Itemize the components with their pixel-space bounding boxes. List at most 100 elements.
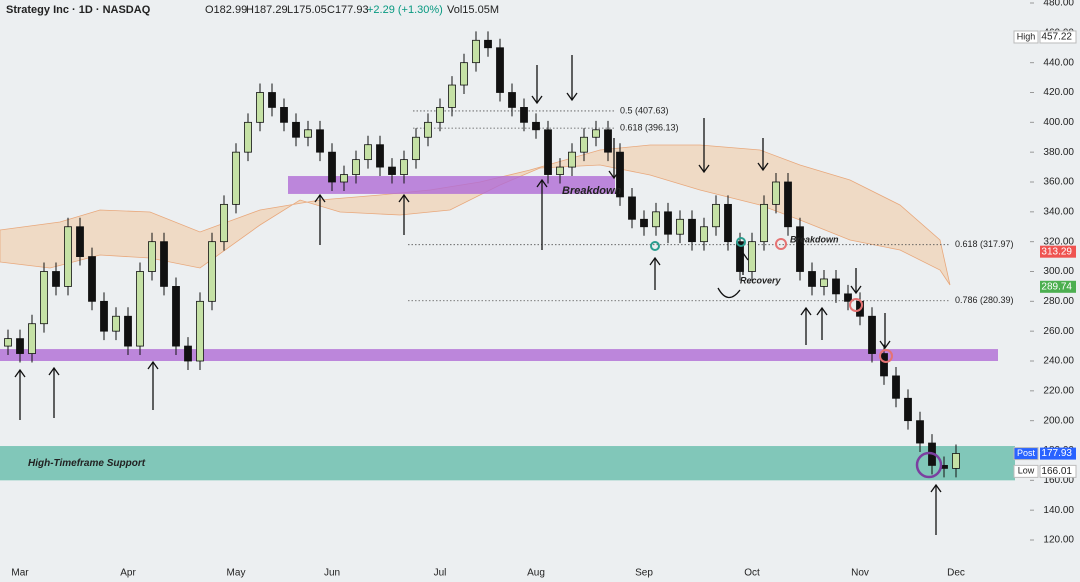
candle-body: [832, 278, 840, 295]
y-tick-label: 480.00: [1043, 0, 1074, 9]
candle-body: [724, 203, 732, 243]
price-tag: [1039, 464, 1077, 478]
candle-body: [328, 151, 336, 183]
arrow-head: [536, 178, 548, 188]
candle-body: [844, 293, 852, 302]
fib-label: 0.618 (317.97): [955, 239, 1014, 249]
candle-body: [40, 271, 48, 325]
x-tick-label: Nov: [851, 568, 869, 579]
candle-body: [316, 129, 324, 153]
arrow-head: [930, 483, 942, 493]
candle-body: [388, 166, 396, 175]
arrow-head: [816, 306, 828, 316]
candle-body: [748, 241, 756, 272]
candle-body: [184, 345, 192, 362]
price-tag-label: 313.29: [1041, 246, 1072, 257]
price-tag: [1040, 280, 1076, 293]
cloud: [0, 144, 951, 286]
x-tick-label: Jun: [324, 568, 340, 579]
annotation: Breakdown: [790, 234, 839, 244]
candle-body: [244, 121, 252, 153]
candle-body: [808, 271, 816, 287]
y-tick-label: 400.00: [1043, 117, 1074, 128]
candle-body: [340, 174, 348, 183]
x-tick-label: May: [227, 568, 246, 579]
candle-body: [124, 315, 132, 347]
candle-body: [544, 129, 552, 175]
candle-body: [136, 271, 144, 347]
zone-label: High-Timeframe Support: [28, 458, 146, 469]
candle-body: [256, 92, 264, 123]
candle-body: [148, 241, 156, 272]
price-tag: [1040, 245, 1076, 258]
candle-body: [64, 226, 72, 287]
arrow-head: [698, 164, 710, 174]
price-tag-name-box: [1013, 464, 1039, 478]
price-tag-name: High: [1017, 31, 1036, 41]
zone: [0, 446, 1015, 481]
highlight-circle: [879, 349, 893, 363]
recovery-curve: [717, 287, 741, 299]
highlight-circle: [849, 298, 863, 312]
candle-body: [472, 39, 480, 64]
candle-body: [652, 211, 660, 228]
candle-body: [772, 181, 780, 205]
highlight-circle: [775, 238, 787, 250]
arrow-head: [14, 368, 26, 378]
candle-body: [268, 92, 276, 108]
candle-body: [100, 300, 108, 332]
symbol: Strategy Inc · 1D · NASDAQ: [6, 4, 151, 16]
x-tick-label: Jul: [434, 568, 447, 579]
annotation: Recovery: [740, 275, 782, 285]
candle-body: [580, 136, 588, 153]
candle-body: [520, 107, 528, 123]
candle-body: [460, 62, 468, 86]
candle-body: [304, 129, 312, 138]
candle-body: [220, 203, 228, 243]
arrow-head: [147, 360, 159, 370]
arrow-head: [314, 193, 326, 203]
y-tick-label: 440.00: [1043, 57, 1074, 68]
ohlc-close: C177.93: [327, 4, 369, 16]
candle-body: [688, 218, 696, 243]
arrow-head: [398, 193, 410, 203]
candle-body: [448, 84, 456, 108]
candle-body: [112, 315, 120, 332]
highlight-circle: [915, 451, 943, 479]
candle-body: [664, 211, 672, 235]
price-tag-name: Post: [1017, 448, 1036, 458]
y-tick-label: 340.00: [1043, 206, 1074, 217]
price-tag-name-box: [1013, 30, 1039, 44]
arrow-head: [737, 251, 749, 261]
candle-body: [604, 129, 612, 153]
fib-label: 0.786 (280.39): [955, 295, 1014, 305]
candle-body: [904, 397, 912, 422]
candle-body: [796, 226, 804, 272]
candle-body: [196, 300, 204, 362]
candle-body: [508, 92, 516, 108]
y-tick-label: 140.00: [1043, 505, 1074, 516]
candle-body: [232, 151, 240, 205]
highlight-circle: [650, 241, 660, 251]
y-tick-label: 160.00: [1043, 475, 1074, 486]
arrow-head: [608, 170, 620, 180]
y-tick-label: 220.00: [1043, 385, 1074, 396]
candle-body: [424, 121, 432, 138]
candle-body: [556, 166, 564, 175]
candle-body: [52, 271, 60, 287]
candle-body: [592, 129, 600, 138]
fib-label: 0.618 (396.13): [620, 122, 679, 132]
x-tick-label: Oct: [744, 568, 760, 579]
candle-body: [88, 256, 96, 302]
candle-body: [376, 144, 384, 168]
candle-body: [880, 353, 888, 377]
candle-body: [532, 121, 540, 131]
candle-body: [820, 278, 828, 287]
arrow-head: [649, 256, 661, 266]
candle-body: [28, 323, 36, 354]
candle-body: [892, 375, 900, 399]
candle-body: [4, 338, 12, 347]
arrow-head: [48, 366, 60, 376]
y-tick-label: 380.00: [1043, 147, 1074, 158]
price-tag-label: 457.22: [1041, 32, 1072, 43]
